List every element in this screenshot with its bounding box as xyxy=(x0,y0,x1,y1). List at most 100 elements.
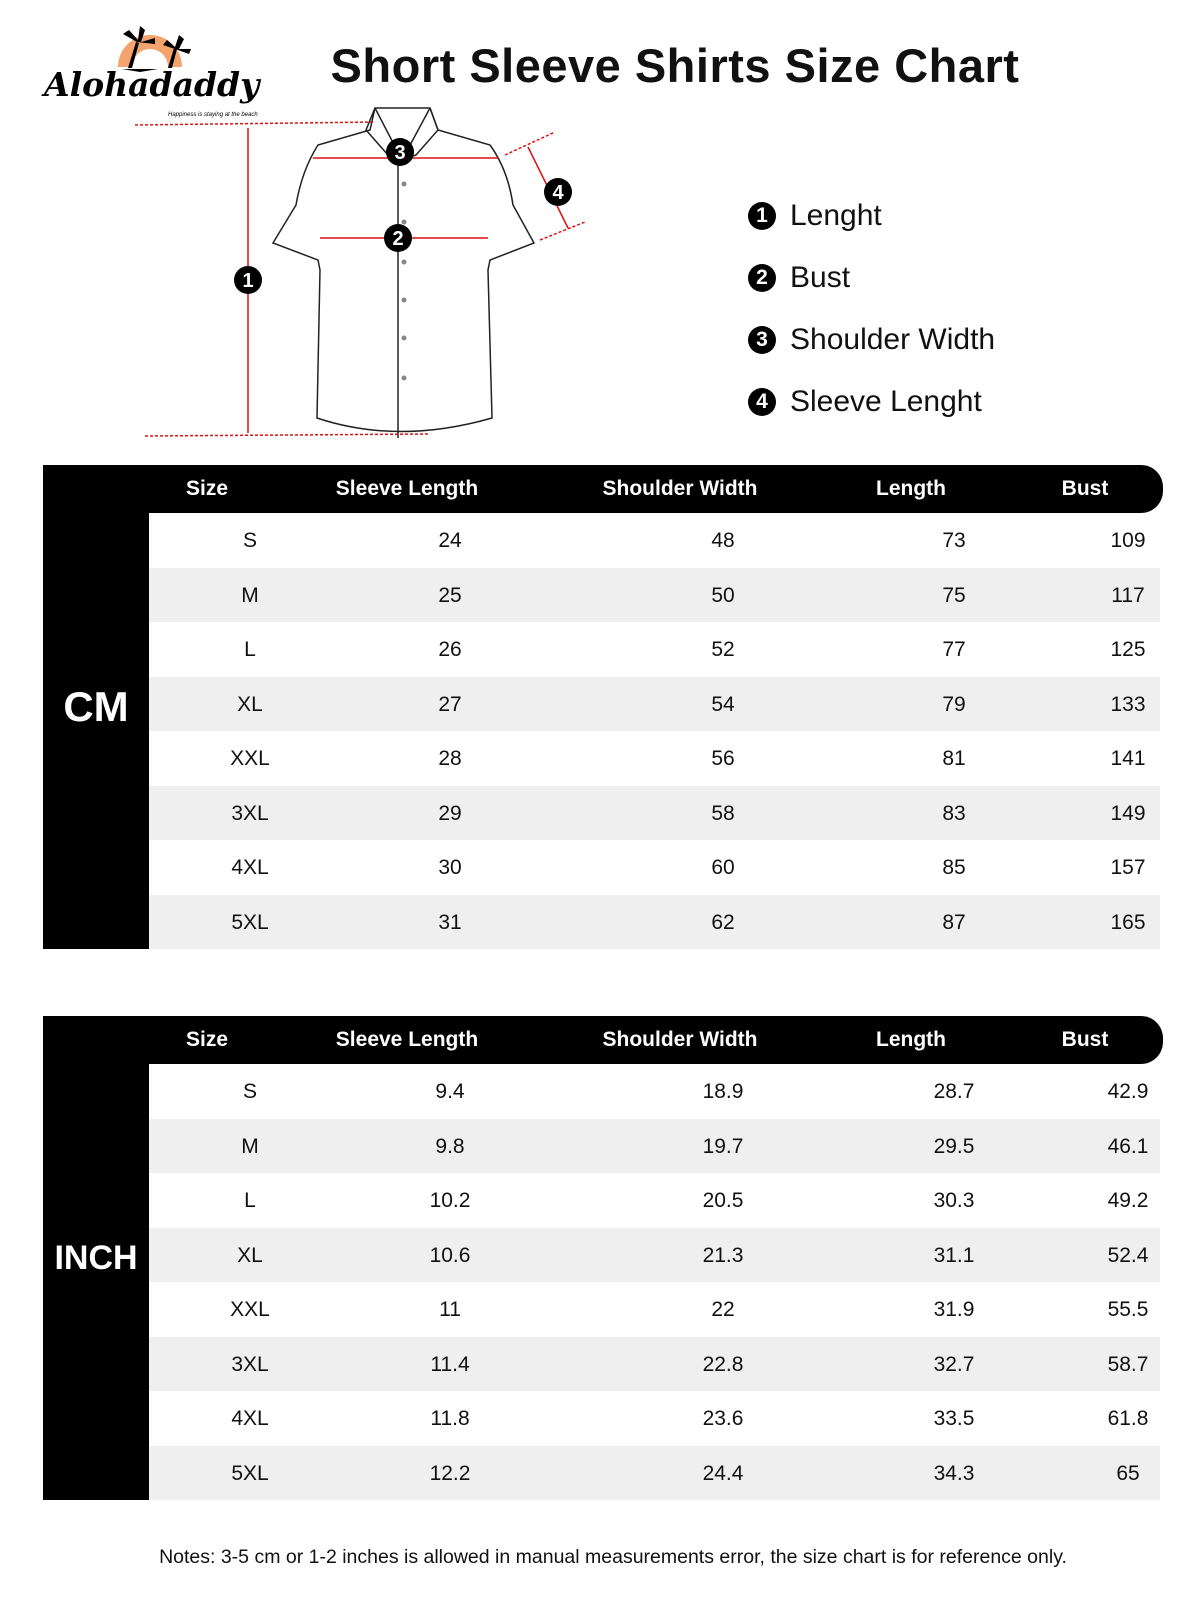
table-cell: 29.5 xyxy=(933,1134,975,1158)
table-cell: 141 xyxy=(1110,747,1146,770)
table-cell: 157 xyxy=(1110,856,1146,879)
table-cell: 75 xyxy=(942,583,966,607)
marker-badge: 2 xyxy=(748,264,776,292)
column-header: Shoulder Width xyxy=(602,1028,758,1051)
table-row: 3XL 29 58 83 149 xyxy=(149,785,1160,840)
table-cell: L xyxy=(244,638,256,661)
legend-label: Lenght xyxy=(790,199,882,232)
table-cell: 85 xyxy=(942,856,966,879)
table-cell: 4XL xyxy=(231,1407,269,1430)
table-row: L 10.2 20.5 30.3 49.2 xyxy=(149,1173,1160,1227)
table-cell: 52.4 xyxy=(1107,1243,1149,1267)
table-cell: 31.9 xyxy=(933,1298,975,1321)
table-cell: 21.3 xyxy=(702,1243,744,1267)
measurement-legend: 1 Lenght 2 Bust 3 Shoulder Width 4 Sleeve Lengh… xyxy=(748,185,995,433)
legend-item: 4 Sleeve Lenght xyxy=(748,371,995,433)
shirt-measurement-diagram: 1 2 3 4 xyxy=(134,107,586,438)
table-cell: 49.2 xyxy=(1107,1189,1149,1212)
svg-text:2: 2 xyxy=(392,228,403,250)
table-cell: 165 xyxy=(1110,910,1146,934)
table-cell: S xyxy=(242,529,258,552)
table-cell: 10.2 xyxy=(429,1189,471,1212)
brand-logo: Alohadaddy Happiness is staying at the b… xyxy=(40,12,275,120)
table-row: S 9.4 18.9 28.7 42.9 xyxy=(149,1064,1160,1118)
table-row: S 24 48 73 109 xyxy=(149,513,1160,567)
svg-text:3: 3 xyxy=(394,142,405,164)
svg-text:Happiness is staying at the be: Happiness is staying at the beach xyxy=(168,112,258,118)
table-row: XL 10.6 21.3 31.1 52.4 xyxy=(149,1227,1160,1282)
table-cell: 52 xyxy=(711,638,735,661)
table-cell: 62 xyxy=(711,910,735,934)
svg-text:Alohadaddy: Alohadaddy xyxy=(41,65,262,104)
table-cell: 48 xyxy=(711,529,735,552)
table-cell: 5XL xyxy=(231,910,269,934)
table-cell: 58 xyxy=(711,801,735,825)
table-cell: 4XL xyxy=(231,856,269,879)
table-cell: 31.1 xyxy=(933,1243,975,1267)
table-cell: 29 xyxy=(438,801,462,825)
table-cell: L xyxy=(244,1189,256,1212)
table-cell: 11.4 xyxy=(430,1352,470,1376)
table-cell: 34.3 xyxy=(933,1461,975,1485)
table-cell: 9.4 xyxy=(435,1080,465,1103)
svg-text:1: 1 xyxy=(242,270,253,292)
table-cell: 32.7 xyxy=(933,1352,975,1376)
unit-label: CM xyxy=(43,465,149,949)
table-cell: 9.8 xyxy=(435,1134,465,1158)
marker-badge: 3 xyxy=(748,326,776,354)
marker-badge: 4 xyxy=(748,388,776,416)
table-cell: XL xyxy=(237,1243,263,1267)
table-cell: XXL xyxy=(230,747,270,770)
table-cell: 117 xyxy=(1111,583,1145,607)
table-cell: 22 xyxy=(711,1298,735,1321)
table-header: Size Sleeve Length Shoulder Width Length Bus… xyxy=(43,1016,1163,1064)
table-row: 3XL 11.4 22.8 32.7 58.7 xyxy=(149,1336,1160,1391)
table-cell: 11 xyxy=(439,1298,461,1321)
table-row: XXL 11 22 31.9 55.5 xyxy=(149,1282,1160,1336)
column-header: Length xyxy=(876,1028,946,1051)
table-cell: 3XL xyxy=(231,801,269,825)
notes: Notes: 3-5 cm or 1-2 inches is allowed i… xyxy=(159,1546,1067,1568)
table-cell: XL xyxy=(237,692,263,716)
table-cell: 20.5 xyxy=(702,1189,744,1212)
table-cell: 12.2 xyxy=(429,1461,471,1485)
table-row: XXL 28 56 81 141 xyxy=(149,731,1160,785)
column-header: Length xyxy=(876,477,946,500)
page-title: Short Sleeve Shirts Size Chart xyxy=(330,39,1020,92)
table-cell: 10.6 xyxy=(429,1243,471,1267)
table-cell: 27 xyxy=(438,692,462,716)
table-cell: 31 xyxy=(438,910,462,934)
table-row: L 26 52 77 125 xyxy=(149,622,1160,676)
table-cell: 149 xyxy=(1110,801,1146,825)
table-cell: 55.5 xyxy=(1107,1298,1149,1321)
column-header: Shoulder Width xyxy=(602,477,758,500)
table-cell: 87 xyxy=(942,910,966,934)
legend-label: Bust xyxy=(790,261,851,294)
marker-badge: 1 xyxy=(748,202,776,230)
table-cell: 28.7 xyxy=(933,1080,975,1103)
table-cell: 109 xyxy=(1110,529,1146,552)
table-cell: 25 xyxy=(438,583,462,607)
table-row: M 9.8 19.7 29.5 46.1 xyxy=(149,1118,1160,1173)
table-cell: 30.3 xyxy=(933,1189,975,1212)
inch-size-table: INCH Size Sleeve Length Shoulder Width Lengt… xyxy=(43,1016,1163,1500)
table-row: 5XL 12.2 24.4 34.3 65 xyxy=(149,1445,1160,1500)
legend-item: 3 Shoulder Width xyxy=(748,309,995,371)
table-cell: 61.8 xyxy=(1107,1407,1149,1430)
table-cell: 60 xyxy=(711,856,735,879)
table-cell: 19.7 xyxy=(702,1134,744,1158)
table-row: 4XL 11.8 23.6 33.5 61.8 xyxy=(149,1391,1160,1445)
table-cell: 50 xyxy=(711,583,735,607)
table-cell: 33.5 xyxy=(933,1407,975,1430)
table-cell: 125 xyxy=(1110,638,1146,661)
legend-label: Sleeve Lenght xyxy=(790,385,982,418)
table-cell: 18.9 xyxy=(702,1080,744,1103)
table-row: 5XL 31 62 87 165 xyxy=(149,894,1160,949)
table-cell: 42.9 xyxy=(1107,1080,1149,1103)
legend-item: 1 Lenght xyxy=(748,185,995,247)
table-cell: 77 xyxy=(942,638,966,661)
table-cell: 46.1 xyxy=(1107,1134,1149,1158)
table-cell: 56 xyxy=(711,747,735,770)
table-cell: 73 xyxy=(942,529,966,552)
table-cell: 22.8 xyxy=(702,1352,744,1376)
